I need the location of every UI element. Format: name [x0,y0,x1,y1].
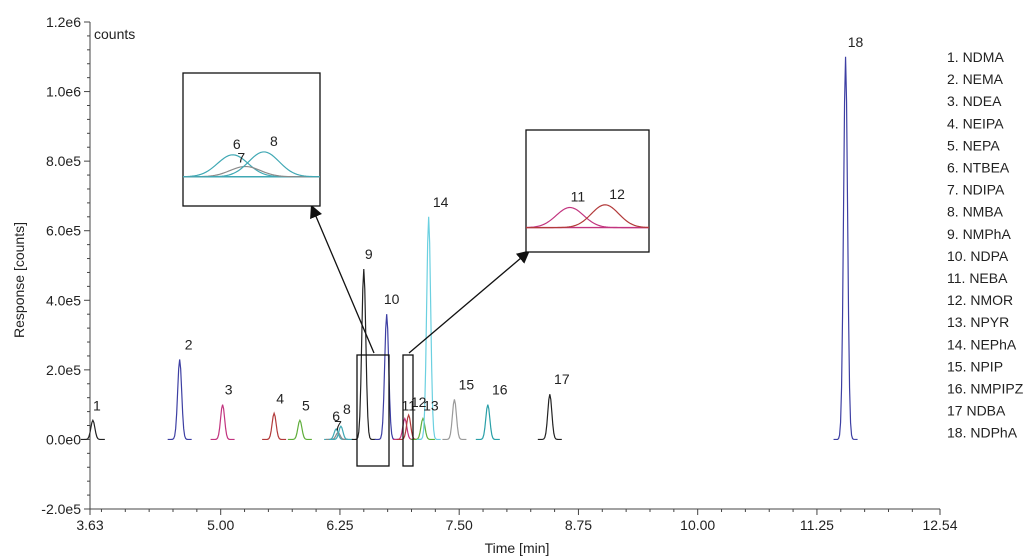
peak-trace [475,404,500,441]
peak-trace [416,216,441,441]
peak-label: 7 [334,417,342,433]
inset-frame [525,129,650,253]
legend-item: 12. NMOR [947,292,1013,308]
zoom-arrow [408,250,530,354]
legend-item: 6. NTBEA [947,160,1010,176]
y-tick-label: 0.0e0 [46,431,81,447]
peak-trace [537,394,562,441]
peak-label: 12 [411,394,427,410]
legend: 1. NDMA 2. NEMA 3. NDEA 4. NEIPA 5. NEPA 6. N… [947,49,1024,441]
peak-trace [442,399,467,441]
inset-frame [182,72,321,207]
zoom-box [402,354,414,467]
peak-label: 15 [459,376,475,392]
chromatogram-traces [80,56,858,441]
y-tick-label: 6.0e5 [46,223,81,239]
peak-label: 3 [225,382,233,398]
peak-trace [287,418,312,441]
inset-peak-label: 7 [237,149,245,165]
peak-label: 5 [302,397,310,413]
peak-trace [410,416,435,441]
x-tick-label: 5.00 [207,517,234,533]
peak-label: 16 [492,382,508,398]
peak-trace [833,56,858,441]
legend-item: 8. NMBA [947,204,1004,220]
inset-peak-trace [525,206,649,229]
legend-item: 18. NDPhA [947,425,1018,441]
peak-trace [374,314,399,441]
peak-label: 1 [93,397,101,413]
inset-peak-trace [526,204,650,229]
peak-label: 8 [343,401,351,417]
y-axis-title: Response [counts] [11,222,27,338]
x-tick-label: 10.00 [680,517,715,533]
peak-trace [167,359,192,441]
x-tick-label: 3.63 [76,517,103,533]
legend-item: 7. NDIPA [947,182,1005,198]
peak-label: 4 [276,390,284,406]
peak-trace [262,411,287,441]
legend-item: 16. NMPIPZ [947,381,1024,397]
peak-label: 14 [433,194,449,210]
legend-item: 10. NDPA [947,248,1009,264]
peak-trace [351,268,376,441]
inset-peak-label: 12 [609,186,625,202]
legend-item: 3. NDEA [947,93,1002,109]
peak-label: 10 [384,291,400,307]
y-tick-label: 4.0e5 [46,292,81,308]
inset-peak-label: 11 [571,188,586,204]
inset-peak-label: 6 [233,136,241,152]
x-tick-label: 11.25 [800,517,834,533]
x-axis-title: Time [min] [485,540,550,556]
y-tick-label: 8.0e5 [46,153,81,169]
peak-label: 2 [185,336,193,352]
legend-item: 1. NDMA [947,49,1004,65]
zoom-arrow [310,204,375,354]
legend-item: 4. NEIPA [947,115,1004,131]
inset-peak-trace [183,151,321,178]
peak-trace [328,425,353,441]
legend-item: 15. NPIP [947,358,1003,374]
peak-label: 18 [848,34,864,50]
legend-item: 13. NPYR [947,314,1009,330]
x-tick-label: 8.75 [565,517,592,533]
axes: -2.0e5 0.0e0 2.0e5 4.0e5 6.0e5 8.0e5 1.0e6 1.2e… [41,14,957,533]
units-label: counts [94,26,135,42]
y-tick-label: 1.0e6 [46,84,81,100]
legend-item: 14. NEPhA [947,336,1017,352]
legend-item: 5. NEPA [947,137,1000,153]
legend-item: 11. NEBA [947,270,1008,286]
legend-item: 17 NDBA [947,403,1006,419]
peak-trace [210,404,235,441]
peak-label: 9 [365,246,373,262]
peak-label: 17 [554,371,570,387]
legend-item: 9. NMPhA [947,226,1011,242]
inset-panels: 67 8 11 12 [182,72,650,253]
legend-item: 2. NEMA [947,71,1004,87]
peak-label: 6 [332,408,340,424]
peak-label: 13 [423,398,439,414]
y-tick-label: 2.0e5 [46,362,81,378]
y-tick-label: -2.0e5 [41,501,81,517]
zoom-box [356,354,390,467]
zoom-region-boxes [310,204,530,467]
x-tick-label: 7.50 [446,517,473,533]
y-tick-label: 1.2e6 [46,14,81,30]
peak-trace [80,418,105,441]
inset-peak-label: 8 [270,133,278,149]
x-tick-label: 12.54 [922,517,957,533]
x-tick-label: 6.25 [326,517,353,533]
